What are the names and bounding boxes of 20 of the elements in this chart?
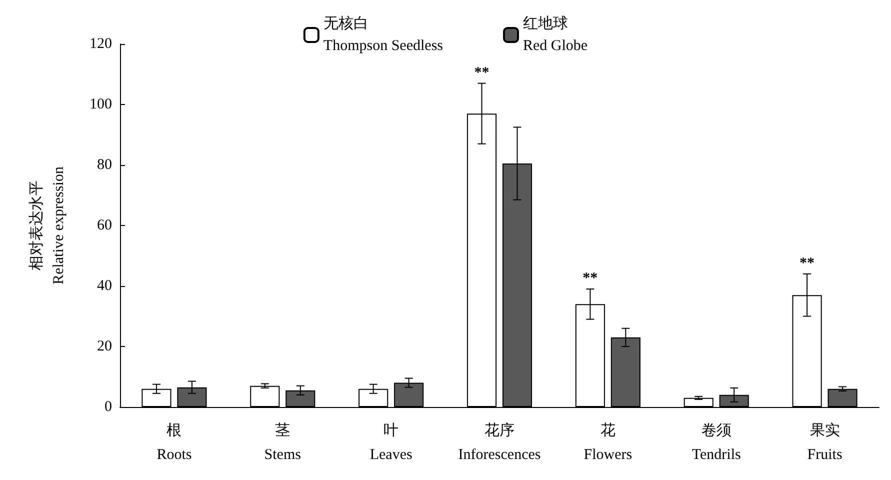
- annotation: **: [800, 255, 815, 272]
- annotation: **: [582, 270, 598, 287]
- y-tick-label: 120: [90, 36, 112, 52]
- y-tick-label: 80: [97, 157, 112, 173]
- y-tick-label: 20: [97, 338, 112, 354]
- x-tick-label: 根 Roots: [156, 422, 192, 463]
- y-tick-label: 0: [104, 399, 112, 415]
- x-tick-label: 茎 Stems: [264, 422, 302, 463]
- x-tick-label: 花序 Inforescences: [458, 422, 541, 463]
- y-tick-label: 40: [97, 278, 112, 294]
- y-axis-title: 相对表达水平 Relative expression: [28, 166, 67, 284]
- y-tick-label: 100: [90, 96, 112, 112]
- x-tick-label: 叶 Leaves: [370, 422, 412, 463]
- annotation: **: [474, 64, 490, 81]
- x-tick-label: 花 Flowers: [584, 422, 632, 463]
- x-tick-label: 果实 Fruits: [807, 422, 842, 463]
- y-tick-label: 60: [97, 218, 112, 234]
- legend-label: 红地球 Red Globe: [523, 15, 588, 54]
- legend-label: 无核白 Thompson Seedless: [323, 15, 444, 54]
- x-tick-label: 卷须 Tendrils: [692, 422, 741, 463]
